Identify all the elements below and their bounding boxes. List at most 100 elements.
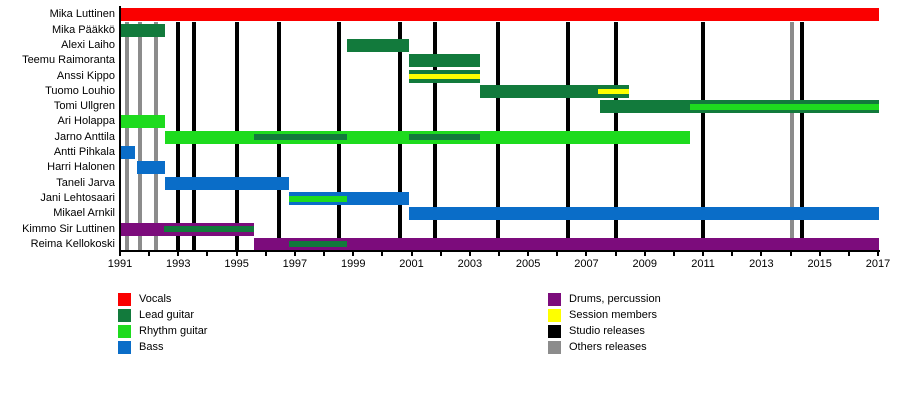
axis-tick xyxy=(410,252,413,256)
legend-label-rhythm: Rhythm guitar xyxy=(139,325,208,337)
member-bar-drums xyxy=(120,222,255,236)
legend-swatch-lead xyxy=(118,309,131,322)
axis-tick xyxy=(643,252,646,256)
axis-tick xyxy=(264,252,267,256)
member-name: Mikael Arnkil xyxy=(53,207,115,220)
legend-label-studio: Studio releases xyxy=(569,325,645,337)
axis-tick xyxy=(789,252,792,256)
member-bar-bass xyxy=(165,176,290,190)
axis-tick xyxy=(206,252,209,256)
member-name: Mika Pääkkö xyxy=(52,23,115,36)
others-release-line xyxy=(125,22,130,250)
year-label: 1999 xyxy=(340,258,366,270)
year-label: 2013 xyxy=(749,258,774,270)
year-label: 2003 xyxy=(457,258,483,270)
axis-tick xyxy=(498,252,500,256)
member-name: Harri Halonen xyxy=(47,161,115,174)
year-label: 1993 xyxy=(166,258,191,270)
member-name: Antti Pihkala xyxy=(53,146,115,159)
axis-tick xyxy=(760,252,763,256)
member-name: Alexi Laiho xyxy=(61,38,115,51)
axis-tick xyxy=(702,252,705,256)
member-name: Anssi Kippo xyxy=(56,69,115,82)
year-label: 1997 xyxy=(282,258,308,270)
member-name: Ari Holappa xyxy=(57,115,115,128)
member-name: Kimmo Sir Luttinen xyxy=(22,222,115,235)
bar-overlay-session xyxy=(598,88,629,94)
bar-overlay-rhythm xyxy=(689,103,880,110)
bar-overlay-session xyxy=(408,73,481,79)
member-bar-lead xyxy=(120,23,166,37)
axis-tick xyxy=(323,252,326,256)
legend-label-session: Session members xyxy=(569,309,658,321)
member-bar-lead xyxy=(480,84,629,98)
member-bar-drums xyxy=(254,237,880,251)
axis-tick xyxy=(235,252,238,256)
member-bar-bass xyxy=(289,192,409,206)
legend-label-bass: Bass xyxy=(139,341,164,353)
others-release-line xyxy=(138,22,143,250)
axis-tick xyxy=(847,252,850,256)
bar-overlay-lead xyxy=(254,134,348,141)
member-name: Mika Luttinen xyxy=(49,8,115,21)
legend-swatch-others xyxy=(548,341,561,354)
legend-label-others: Others releases xyxy=(569,341,647,353)
year-label: 2007 xyxy=(574,258,599,270)
member-name: Jani Lehtosaari xyxy=(40,192,115,205)
member-bar-rhythm xyxy=(120,115,166,129)
member-name: Tomi Ullgren xyxy=(53,100,115,113)
year-label: 1995 xyxy=(224,258,249,270)
member-bar-lead xyxy=(347,38,409,52)
axis-tick xyxy=(877,252,879,256)
member-name: Tuomo Louhio xyxy=(45,84,115,97)
axis-tick xyxy=(468,252,471,256)
member-bar-bass xyxy=(408,207,880,221)
axis-tick xyxy=(818,252,821,256)
axis-tick xyxy=(585,252,588,256)
member-name: Taneli Jarva xyxy=(56,176,115,189)
year-label: 2001 xyxy=(399,258,424,270)
axis-tick xyxy=(527,252,530,256)
member-bar-rhythm xyxy=(165,130,690,144)
legend-swatch-bass xyxy=(118,341,131,354)
legend-label-vocals: Vocals xyxy=(139,293,172,305)
member-bar-bass xyxy=(120,146,135,160)
bar-overlay-lead xyxy=(289,241,348,248)
member-bar-lead xyxy=(599,100,880,114)
y-axis-line xyxy=(119,6,121,250)
year-label: 2017 xyxy=(865,258,891,270)
legend-swatch-session xyxy=(548,309,561,322)
x-axis-line xyxy=(119,250,880,252)
legend-swatch-rhythm xyxy=(118,325,131,338)
member-bar-lead xyxy=(408,54,481,68)
axis-tick xyxy=(148,252,151,256)
legend-swatch-studio xyxy=(548,325,561,338)
bar-overlay-lead xyxy=(408,134,481,141)
year-label: 2005 xyxy=(515,258,541,270)
axis-tick xyxy=(119,252,121,256)
member-bar-lead xyxy=(408,69,481,83)
others-release-line xyxy=(789,22,794,250)
legend-label-lead: Lead guitar xyxy=(139,309,195,321)
member-bar-bass xyxy=(137,161,166,175)
legend-label-drums: Drums, percussion xyxy=(569,293,661,305)
legend-swatch-vocals xyxy=(118,293,131,306)
year-label: 2009 xyxy=(632,258,657,270)
axis-tick xyxy=(672,252,675,256)
year-label: 2015 xyxy=(807,258,832,270)
member-name: Teemu Raimoranta xyxy=(22,54,115,67)
bar-overlay-lead xyxy=(163,226,255,233)
axis-tick xyxy=(352,252,355,256)
axis-tick xyxy=(381,252,384,256)
year-label: 1991 xyxy=(107,258,133,270)
bar-overlay-rhythm xyxy=(289,195,348,202)
others-release-line xyxy=(154,22,159,250)
axis-tick xyxy=(293,252,296,256)
member-name: Jarno Anttila xyxy=(54,130,115,143)
year-label: 2011 xyxy=(691,258,715,270)
axis-tick xyxy=(731,252,734,256)
axis-tick xyxy=(614,252,617,256)
member-name: Reima Kellokoski xyxy=(30,237,115,250)
axis-tick xyxy=(177,252,180,256)
